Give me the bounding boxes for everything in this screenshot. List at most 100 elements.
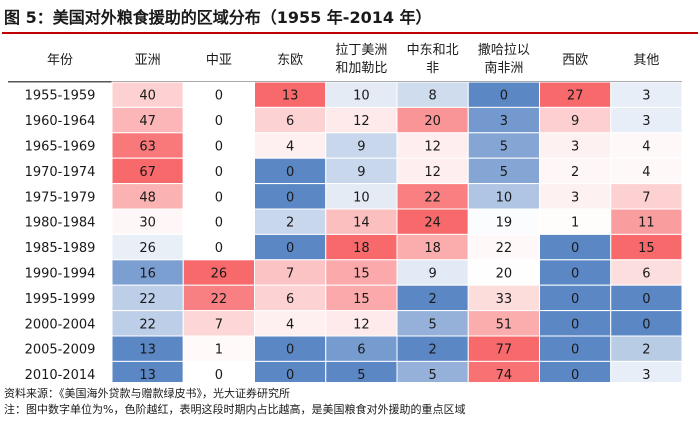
column-header-3-line-1: 和加勒比 xyxy=(335,61,387,76)
cell-value-1-6: 9 xyxy=(571,114,579,129)
heat-cell-3-4 xyxy=(396,157,469,185)
heat-cell-8-5 xyxy=(467,284,540,312)
cell-value-4-2: 0 xyxy=(286,190,294,205)
heat-cell-5-7 xyxy=(610,208,683,235)
cell-value-0-4: 8 xyxy=(428,89,436,104)
cell-value-9-6: 0 xyxy=(571,317,579,332)
cell-value-1-3: 12 xyxy=(353,114,370,129)
cell-value-0-3: 10 xyxy=(353,89,370,104)
cell-value-2-4: 12 xyxy=(424,140,441,155)
notes: 资料来源：《美国海外贷款与赠款绿皮书》，光大证券研究所 注：图中数字单位为%，色… xyxy=(4,386,696,418)
cell-value-8-7: 0 xyxy=(642,292,650,307)
row-label-7: 1990-1994 xyxy=(25,267,96,282)
cell-value-8-3: 15 xyxy=(353,292,370,307)
cell-value-9-5: 51 xyxy=(496,317,513,332)
heat-cell-4-3 xyxy=(325,183,398,210)
cell-value-8-4: 2 xyxy=(428,292,436,307)
cell-value-5-7: 11 xyxy=(638,216,655,231)
cell-value-11-1: 0 xyxy=(215,368,223,382)
cell-value-9-3: 12 xyxy=(353,317,370,332)
row-label-9: 2000-2004 xyxy=(25,317,96,332)
heat-cell-8-1 xyxy=(182,284,255,312)
cell-value-7-1: 26 xyxy=(211,267,228,282)
cell-value-1-2: 6 xyxy=(286,114,294,129)
cell-value-6-5: 22 xyxy=(496,241,513,256)
heat-cell-11-7 xyxy=(610,360,683,382)
cell-value-4-5: 10 xyxy=(496,190,513,205)
row-label-6: 1985-1989 xyxy=(25,241,96,256)
row-label-5: 1980-1984 xyxy=(25,216,96,231)
cell-value-7-3: 15 xyxy=(353,267,370,282)
heat-cell-2-7 xyxy=(610,132,683,159)
row-label-4: 1975-1979 xyxy=(25,190,96,205)
heat-cell-9-7 xyxy=(610,310,683,337)
cell-value-4-1: 0 xyxy=(215,190,223,205)
cell-value-4-3: 10 xyxy=(353,190,370,205)
cell-value-8-2: 6 xyxy=(286,292,294,307)
heat-cell-9-1 xyxy=(182,310,255,337)
footnote: 注：图中数字单位为%，色阶越红，表明这段时期内占比越高，是美国粮食对外援助的重点… xyxy=(4,403,466,416)
column-header-3-line-0: 拉丁美洲 xyxy=(335,43,387,58)
cell-value-5-2: 2 xyxy=(286,216,294,231)
cell-value-9-2: 4 xyxy=(286,317,294,332)
cell-value-0-7: 3 xyxy=(642,89,650,104)
heat-cell-3-1 xyxy=(182,157,255,185)
cell-value-7-0: 16 xyxy=(139,267,156,282)
heat-cell-1-0 xyxy=(111,106,184,134)
cell-value-3-7: 4 xyxy=(642,165,650,180)
cell-value-8-5: 33 xyxy=(496,292,513,307)
cell-value-6-3: 18 xyxy=(353,241,370,256)
cell-value-10-2: 0 xyxy=(286,343,294,358)
cell-value-11-7: 3 xyxy=(642,368,650,382)
cell-value-0-0: 40 xyxy=(139,89,156,104)
heat-cell-10-6 xyxy=(539,335,612,362)
heat-cell-1-7 xyxy=(610,106,683,134)
heat-cell-7-3 xyxy=(325,259,398,286)
heat-cell-2-2 xyxy=(254,132,327,159)
cell-value-5-3: 14 xyxy=(353,216,370,231)
heat-cell-4-7 xyxy=(610,183,683,210)
cell-value-3-5: 5 xyxy=(500,165,508,180)
heat-cell-1-1 xyxy=(182,106,255,134)
cell-value-8-1: 22 xyxy=(211,292,228,307)
row-label-2: 1965-1969 xyxy=(25,140,96,155)
row-label-0: 1955-1959 xyxy=(25,89,96,104)
cell-value-2-6: 3 xyxy=(571,140,579,155)
heat-cell-3-7 xyxy=(610,157,683,185)
heat-cell-2-3 xyxy=(325,132,398,159)
heat-cell-7-0 xyxy=(111,259,184,286)
cell-value-1-0: 47 xyxy=(139,114,156,129)
column-header-7-line-0: 其他 xyxy=(633,53,659,68)
heat-cell-8-6 xyxy=(539,284,612,312)
row-label-1: 1960-1964 xyxy=(25,114,96,129)
cell-value-2-3: 9 xyxy=(357,140,365,155)
cell-value-6-7: 15 xyxy=(638,241,655,256)
cell-value-0-5: 0 xyxy=(500,89,508,104)
cell-value-7-2: 7 xyxy=(286,267,294,282)
heat-cell-7-1 xyxy=(182,259,255,286)
heat-cell-3-5 xyxy=(467,157,540,185)
cell-value-6-1: 0 xyxy=(215,241,223,256)
cell-value-1-4: 20 xyxy=(424,114,441,129)
cell-value-11-5: 74 xyxy=(496,368,513,382)
cell-value-0-2: 13 xyxy=(282,89,299,104)
cell-value-11-6: 0 xyxy=(571,368,579,382)
cell-value-3-3: 9 xyxy=(357,165,365,180)
cell-value-0-6: 27 xyxy=(567,89,584,104)
heat-cell-4-5 xyxy=(467,183,540,210)
cell-value-9-1: 7 xyxy=(215,317,223,332)
heat-cell-6-7 xyxy=(610,233,683,261)
row-label-8: 1995-1999 xyxy=(25,292,96,307)
cell-value-8-6: 0 xyxy=(571,292,579,307)
column-header-4-line-0: 中东和北 xyxy=(407,43,459,58)
heat-cell-7-6 xyxy=(539,259,612,286)
cell-value-10-4: 2 xyxy=(428,343,436,358)
cell-value-6-2: 0 xyxy=(286,241,294,256)
cell-value-2-2: 4 xyxy=(286,140,294,155)
cell-value-5-5: 19 xyxy=(496,216,513,231)
cell-value-6-0: 26 xyxy=(139,241,156,256)
heat-cell-6-6 xyxy=(539,233,612,261)
heat-cell-0-1 xyxy=(182,81,255,108)
column-header-0-line-0: 亚洲 xyxy=(135,53,161,68)
title-rule xyxy=(2,32,698,34)
